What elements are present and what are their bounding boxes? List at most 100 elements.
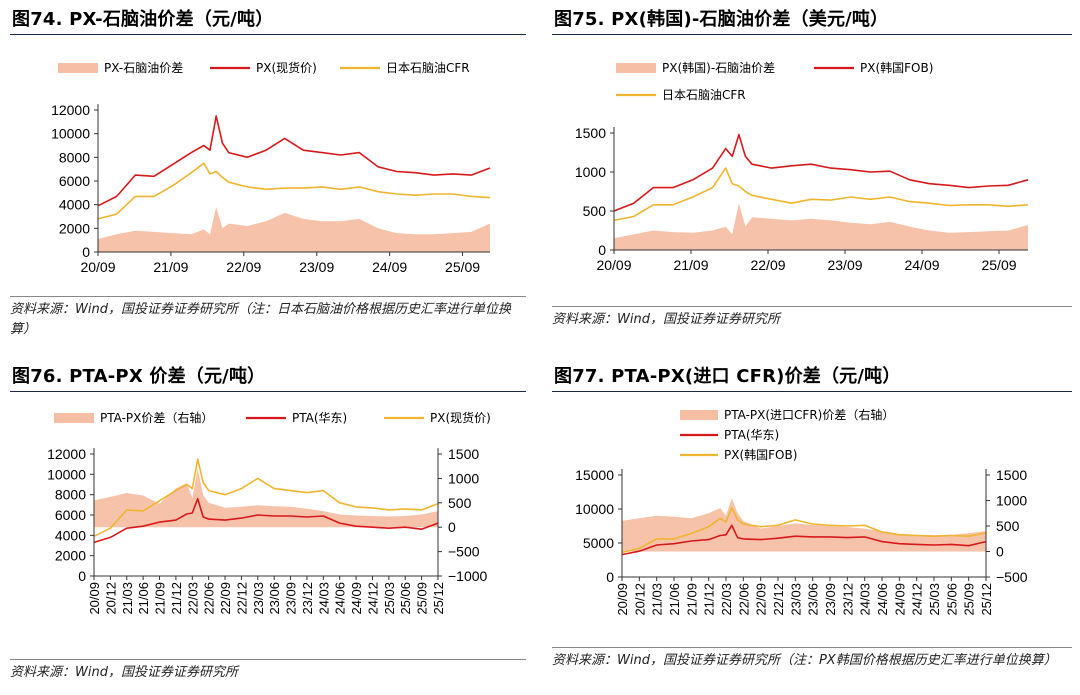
x-tick-label: 25/09 [445, 259, 480, 275]
series-line-gold [97, 162, 491, 220]
y2-tick-label: −500 [996, 569, 1028, 585]
x-tick-label: 20/12 [103, 582, 118, 615]
legend-swatch-spread [54, 413, 94, 423]
y-tick-label: 8000 [59, 149, 90, 165]
y-tick-label: 8000 [55, 487, 86, 503]
x-tick-label: 22/09 [218, 582, 233, 615]
series-line-gold [93, 458, 439, 538]
x-tick-label: 24/06 [333, 582, 348, 615]
y2-tick-label: 1500 [996, 467, 1027, 483]
legend-swatch-spread [616, 63, 656, 73]
legend-swatch-spread [58, 63, 98, 73]
chart-title: 图74. PX-石脑油价差（元/吨） [10, 8, 526, 35]
source-note: 资料来源：Wind，国投证券证券研究所 [552, 306, 1072, 330]
legend-label: PX(韩国FOB) [724, 447, 797, 462]
x-tick-label: 21/09 [673, 257, 708, 273]
y2-tick-label: 1000 [448, 470, 479, 486]
y-tick-label: 5000 [583, 535, 614, 551]
y2-tick-label: 0 [996, 544, 1004, 560]
legend-label: 日本石脑油CFR [662, 88, 746, 102]
x-tick-label: 21/12 [169, 582, 184, 615]
x-tick-label: 23/12 [300, 582, 315, 615]
y2-tick-label: 500 [996, 518, 1020, 534]
x-tick-label: 21/03 [120, 582, 135, 615]
x-tick-label: 23/09 [299, 259, 334, 275]
x-tick-label: 23/03 [251, 582, 266, 615]
series-line-gold [621, 506, 987, 554]
panel-fig75: 图75. PX(韩国)-石脑油价差（美元/吨） PX(韩国)-石脑油价差 PX(韩… [552, 8, 1072, 338]
x-tick-label: 23/09 [823, 583, 838, 616]
x-tick-label: 24/09 [372, 259, 407, 275]
x-tick-label: 21/09 [153, 259, 188, 275]
x-tick-label: 25/09 [962, 583, 977, 616]
x-tick-label: 23/09 [827, 257, 862, 273]
x-tick-label: 20/09 [596, 257, 631, 273]
legend-label: PX-石脑油价差 [104, 61, 183, 75]
x-tick-label: 23/03 [788, 583, 803, 616]
x-tick-label: 25/09 [981, 257, 1016, 273]
legend-label: 日本石脑油CFR [386, 61, 470, 75]
x-tick-label: 20/09 [80, 259, 115, 275]
x-tick-label: 23/09 [284, 582, 299, 615]
chart-fig76: PTA-PX价差（右轴） PTA(华东) PX(现货价) 0 2000 4000 6000 8… [47, 410, 491, 615]
x-tick-label: 20/12 [632, 583, 647, 616]
x-tick-label: 24/06 [875, 583, 890, 616]
y-tick-label: 10000 [51, 126, 90, 142]
chart-fig75: PX(韩国)-石脑油价差 PX(韩国FOB) 日本石脑油CFR 0 500 1000 150… [575, 60, 1029, 273]
x-tick-label: 24/03 [858, 583, 873, 616]
x-tick-label: 25/09 [415, 582, 430, 615]
x-tick-label: 24/09 [904, 257, 939, 273]
x-tick-label: 20/09 [615, 583, 630, 616]
y2-tick-label: 500 [448, 495, 472, 511]
y-tick-label: 10000 [47, 466, 86, 482]
chart-fig74: PX-石脑油价差 PX(现货价) 日本石脑油CFR 0 2000 4000 6000 8000… [51, 60, 491, 275]
y-tick-label: 0 [606, 569, 614, 585]
y2-tick-label: −1000 [448, 568, 488, 584]
legend-label: PTA(华东) [724, 428, 779, 442]
chart-title: 图76. PTA-PX 价差（元/吨） [10, 365, 526, 392]
legend-label: PX(韩国FOB) [860, 60, 933, 75]
y-tick-label: 6000 [55, 507, 86, 523]
y-tick-label: 15000 [575, 467, 614, 483]
y-tick-label: 1500 [575, 125, 606, 141]
series-area-spread [94, 468, 438, 528]
x-tick-label: 22/12 [234, 582, 249, 615]
series-area-spread [614, 203, 1028, 250]
y-tick-label: 2000 [55, 548, 86, 564]
source-note: 资料来源：Wind，国投证券证券研究所 [10, 659, 526, 683]
x-tick-label: 25/03 [927, 583, 942, 616]
x-tick-label: 25/12 [431, 582, 446, 615]
legend-swatch-spread [680, 410, 718, 420]
x-tick-label: 24/03 [316, 582, 331, 615]
chart-fig77: PTA-PX(进口CFR)价差（右轴）PTA(华东)PX(韩国FOB)05000… [575, 407, 1028, 616]
y-tick-label: 0 [598, 242, 606, 258]
chart-title: 图77. PTA-PX(进口 CFR)价差（元/吨） [552, 365, 1072, 392]
series-line-red [613, 133, 1029, 212]
legend-label: PX(现货价) [430, 410, 491, 425]
x-tick-label: 22/03 [719, 583, 734, 616]
x-tick-label: 24/09 [349, 582, 364, 615]
y-tick-label: 0 [82, 244, 90, 260]
y2-tick-label: 1500 [448, 446, 479, 462]
y2-tick-label: −500 [448, 544, 480, 560]
panel-fig74: 图74. PX-石脑油价差（元/吨） PX-石脑油价差 PX(现货价) 日本石脑油C… [10, 8, 526, 338]
x-tick-label: 22/03 [185, 582, 200, 615]
panel-fig76: 图76. PTA-PX 价差（元/吨） PTA-PX价差（右轴） PTA(华东) P… [10, 365, 526, 687]
x-tick-label: 24/12 [910, 583, 925, 616]
x-tick-label: 25/06 [944, 583, 959, 616]
x-tick-label: 20/09 [87, 582, 102, 615]
y-tick-label: 12000 [51, 102, 90, 118]
legend-label: PX(现货价) [256, 60, 317, 75]
x-tick-label: 21/06 [136, 582, 151, 615]
y2-tick-label: 1000 [996, 493, 1027, 509]
legend-label: PX(韩国)-石脑油价差 [662, 60, 775, 75]
x-tick-label: 21/09 [684, 583, 699, 616]
y2-tick-label: 0 [448, 519, 456, 535]
source-note: 资料来源：Wind，国投证券证券研究所（注：日本石脑油价格根据历史汇率进行单位换… [10, 296, 526, 340]
x-tick-label: 22/06 [202, 582, 217, 615]
x-tick-label: 22/06 [736, 583, 751, 616]
y-tick-label: 12000 [47, 446, 86, 462]
x-tick-label: 22/09 [750, 257, 785, 273]
y-tick-label: 4000 [59, 197, 90, 213]
series-line-red [621, 524, 987, 556]
